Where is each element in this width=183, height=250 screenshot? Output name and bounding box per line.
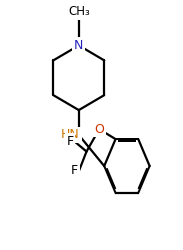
Text: F: F — [71, 164, 78, 177]
Text: F: F — [67, 135, 74, 148]
Text: N: N — [74, 39, 83, 52]
Text: HN: HN — [61, 128, 80, 141]
Text: O: O — [94, 123, 104, 136]
Text: CH₃: CH₃ — [68, 6, 90, 18]
